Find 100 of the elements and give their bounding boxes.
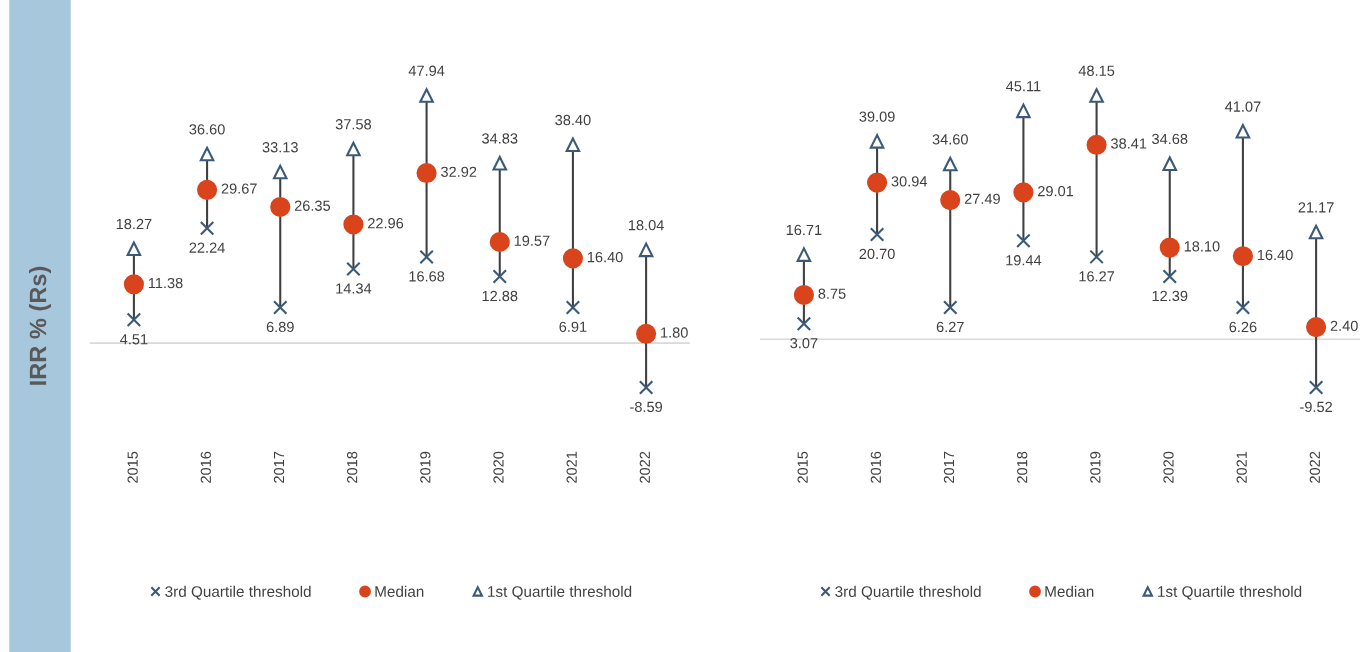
point [1308,380,1324,395]
point [419,88,434,103]
point [1016,233,1031,249]
point [1162,269,1178,284]
data-label: 18.27 [116,218,152,230]
data-label: 21.17 [1298,202,1334,213]
legend-label: 3rd Quartile threshold [835,585,981,600]
data-label: -8.59 [630,401,663,413]
y-axis-title: IRR % (Rs) [29,266,51,385]
data-label: 41.07 [1225,101,1261,112]
x-tick-label: 2021 [1236,451,1247,483]
data-label: 6.89 [266,321,294,333]
point [199,220,215,236]
point [565,300,581,315]
point [636,323,657,344]
point [346,261,361,277]
x-tick-label: 2015 [797,451,808,483]
data-label: 36.60 [189,124,225,135]
data-label: 39.09 [859,111,895,122]
point [1089,249,1104,265]
legend-label: Median [1045,585,1094,597]
data-label: -9.52 [1300,401,1332,413]
data-label: 3.07 [790,337,818,349]
point [272,164,288,180]
legend-label: 1st Quartile threshold [1158,585,1302,600]
x-tick-label: 2018 [1017,451,1028,483]
point [942,300,958,315]
x-tick-label: 2017 [273,451,285,483]
point [562,248,583,269]
point [869,134,885,149]
data-label: 27.49 [964,193,1000,204]
data-label: 22.24 [189,242,225,253]
data-label: 45.11 [1006,81,1041,92]
point [126,241,142,257]
point [416,162,437,184]
data-label: 11.38 [148,277,183,289]
x-tick-label: 2021 [566,451,577,483]
x-tick-label: 2020 [1163,451,1174,483]
x-tick-label: 2019 [420,451,431,483]
data-label: 16.40 [1257,249,1293,261]
point [1308,224,1324,240]
data-label: 6.91 [559,321,587,332]
point [869,227,885,242]
data-label: 38.41 [1111,138,1147,149]
point [796,316,812,331]
data-label: 16.40 [587,251,623,263]
x-tick-label: 2016 [870,451,881,483]
point [492,269,508,284]
point [638,242,654,258]
point [126,312,142,328]
point [796,247,812,262]
x-tick-label: 2020 [493,451,504,483]
data-label: 16.27 [1079,271,1115,282]
point [489,231,510,253]
point [197,179,218,200]
data-label: 38.40 [555,114,591,126]
data-label: 34.60 [932,134,968,145]
point [638,380,654,395]
data-label: 29.67 [221,183,257,194]
data-label: 6.26 [1229,321,1257,333]
point [1235,300,1251,315]
x-tick-label: 2016 [200,451,211,483]
point [123,274,144,295]
point [1086,134,1107,155]
data-label: 16.71 [786,224,822,236]
data-label: 14.34 [336,283,372,294]
data-label: 6.27 [936,321,964,333]
data-label: 34.83 [482,133,518,144]
data-label: 47.94 [408,65,445,76]
legend-label: 1st Quartile threshold [488,585,632,600]
point [1013,182,1034,203]
data-label: 12.88 [482,290,518,302]
x-tick-label: 2018 [347,451,358,483]
data-label: 18.04 [628,220,664,231]
point [1306,317,1327,338]
point [942,156,958,172]
data-label: 30.94 [891,176,928,187]
point [199,146,215,162]
data-label: 2.40 [1330,320,1358,332]
point [1232,246,1253,267]
data-label: 32.92 [441,166,477,177]
point [272,300,288,315]
data-label: 26.35 [294,200,331,211]
point [343,214,364,235]
data-label: 37.58 [335,119,372,130]
legend-label: 3rd Quartile threshold [165,585,311,600]
data-label: 4.51 [120,334,148,345]
point [1235,124,1251,139]
data-label: 8.75 [818,288,846,299]
point [1016,103,1031,119]
x-tick-label: 2022 [639,451,651,483]
point [1159,237,1180,258]
x-tick-label: 2022 [1309,451,1321,483]
point [419,249,434,265]
data-label: 12.39 [1152,290,1188,302]
data-label: 34.68 [1152,133,1188,145]
data-label: 20.70 [859,248,895,260]
data-label: 18.10 [1184,241,1220,252]
point [1089,88,1104,103]
point [270,196,291,218]
